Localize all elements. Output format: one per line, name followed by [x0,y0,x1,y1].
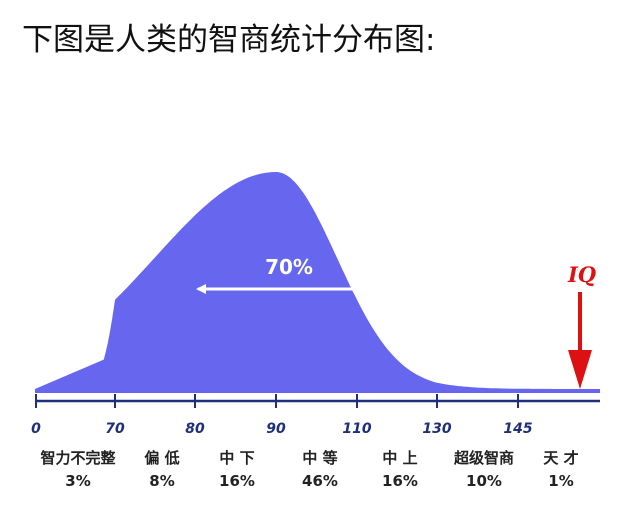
category-percent: 1% [548,472,573,490]
x-tick-label: 145 [503,421,532,437]
page-title: 下图是人类的智商统计分布图: [22,22,436,58]
category-percent: 46% [302,472,338,490]
distribution-curve [35,172,600,393]
x-tick-label: 70 [105,421,125,437]
category-label: 中 等 [302,449,337,467]
category-percent: 8% [149,472,174,490]
category-percent: 16% [219,472,255,490]
x-tick-label: 110 [342,421,371,437]
category-label: 智力不完整 [40,449,115,467]
x-tick-label: 90 [266,421,286,437]
category-label: 中 下 [219,449,254,467]
iq-pointer-label: IQ [567,262,596,287]
category-label: 天 才 [543,449,578,467]
category-label: 中 上 [382,449,417,467]
category-label: 超级智商 [453,449,514,467]
category-label: 偏 低 [144,449,179,467]
range-percent-label: 70% [265,255,313,279]
category-percent: 16% [382,472,418,490]
category-percent: 3% [65,472,90,490]
x-tick-label: 80 [185,421,205,437]
x-tick-label: 0 [31,421,41,437]
x-tick-label: 130 [422,421,451,437]
category-percent: 10% [466,472,502,490]
iq-arrow-down-icon [568,350,592,389]
